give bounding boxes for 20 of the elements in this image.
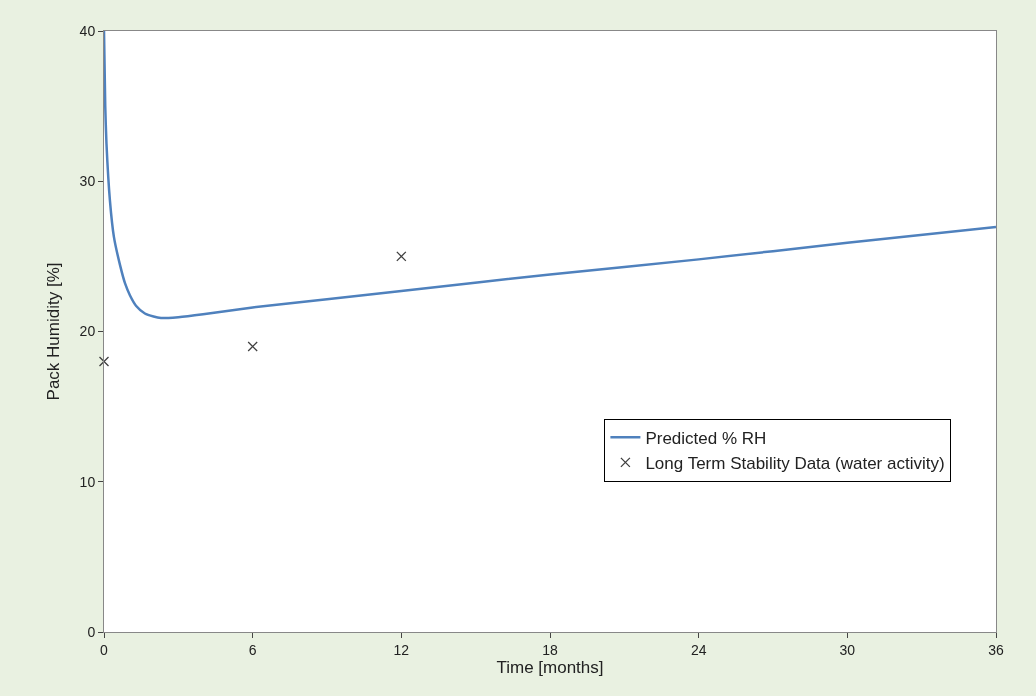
point xyxy=(98,356,110,367)
line-series xyxy=(104,31,996,320)
x-tick-label: 18 xyxy=(542,641,558,658)
point xyxy=(396,251,407,262)
y-tick-label: 10 xyxy=(79,473,96,490)
x-tick-label: 24 xyxy=(690,641,707,658)
y-tick-label: 0 xyxy=(87,623,96,640)
y-tick-label: 30 xyxy=(79,173,96,190)
x-tick-label: 36 xyxy=(988,641,1004,658)
x-axis-title: Time [months] xyxy=(496,658,604,678)
y-tick-label: 20 xyxy=(79,323,96,340)
x-tick-label: 30 xyxy=(839,641,856,658)
legend-label: Predicted % RH xyxy=(645,428,767,448)
x-tick-label: 0 xyxy=(100,641,109,658)
x-tick-label: 6 xyxy=(248,641,257,658)
x-tick-label: 12 xyxy=(393,641,410,658)
legend-label: Long Term Stability Data (water activity) xyxy=(645,454,945,474)
y-axis-title: Pack Humidity [%] xyxy=(44,262,64,401)
y-tick-label: 40 xyxy=(79,22,96,39)
point xyxy=(247,341,258,352)
